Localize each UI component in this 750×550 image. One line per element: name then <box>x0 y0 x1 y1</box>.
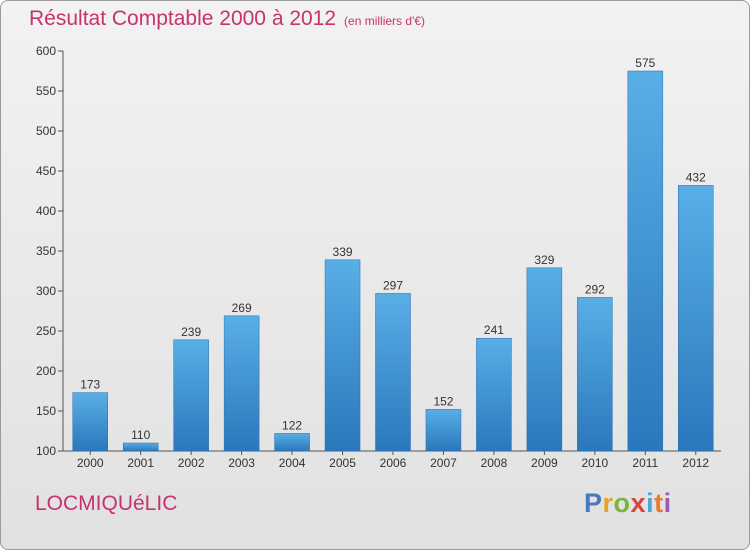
bar <box>223 315 260 452</box>
chart-title-text: Résultat Comptable 2000 à 2012 <box>29 7 337 30</box>
x-tick-label: 2011 <box>632 456 658 470</box>
bar-value-label: 122 <box>282 418 302 432</box>
bar <box>324 259 361 452</box>
chart-title: Résultat Comptable 2000 à 2012 (en millie… <box>29 7 425 31</box>
bar-value-label: 339 <box>333 245 353 259</box>
x-tick-label: 2007 <box>430 456 457 470</box>
bar <box>375 293 411 452</box>
y-tick-label: 300 <box>36 284 56 298</box>
x-tick-label: 2005 <box>329 456 356 470</box>
bar <box>526 267 563 452</box>
bar-value-label: 152 <box>433 394 453 408</box>
bar-value-label: 432 <box>686 170 706 184</box>
x-tick-label: 2006 <box>380 456 407 470</box>
logo-letter: o <box>613 488 631 518</box>
y-tick-label: 200 <box>36 364 56 378</box>
bar-value-label: 241 <box>484 323 504 337</box>
x-tick-label: 2002 <box>178 456 205 470</box>
bar <box>122 442 159 452</box>
y-tick-label: 150 <box>36 404 56 418</box>
y-tick-label: 400 <box>36 204 56 218</box>
bar-value-label: 292 <box>585 282 605 296</box>
y-tick-label: 100 <box>36 444 56 458</box>
logo-letter: r <box>602 488 614 518</box>
y-tick-label: 250 <box>36 324 56 338</box>
bar-value-label: 173 <box>80 378 100 392</box>
x-tick-label: 2012 <box>682 456 709 470</box>
bar <box>72 392 108 452</box>
y-tick-label: 550 <box>36 84 56 98</box>
bar-value-label: 269 <box>232 301 252 315</box>
bar <box>627 70 664 452</box>
logo-letter: x <box>630 488 647 518</box>
bar-value-label: 297 <box>383 278 403 292</box>
commune-name: LOCMIQUéLIC <box>35 492 178 515</box>
x-tick-label: 2001 <box>127 456 154 470</box>
bar-value-label: 239 <box>181 325 201 339</box>
logo-letter: i <box>663 488 672 518</box>
x-tick-label: 2009 <box>531 456 558 470</box>
logo-letter: t <box>654 488 664 518</box>
bar-value-label: 329 <box>534 253 554 267</box>
proxiti-logo[interactable]: Proxiti <box>584 488 672 519</box>
chart-subtitle: (en milliers d'€) <box>344 14 426 28</box>
bar <box>476 337 512 452</box>
bar-value-label: 110 <box>131 428 150 442</box>
x-tick-label: 2010 <box>581 456 608 470</box>
logo-letter: P <box>584 488 603 518</box>
logo-letter: i <box>646 488 655 518</box>
x-tick-label: 2004 <box>279 456 306 470</box>
x-tick-label: 2003 <box>228 456 255 470</box>
bar <box>274 433 310 452</box>
x-tick-label: 2000 <box>77 456 104 470</box>
y-tick-label: 450 <box>36 164 56 178</box>
y-tick-label: 350 <box>36 244 56 258</box>
bar <box>173 339 209 452</box>
y-tick-label: 600 <box>36 44 56 58</box>
bar-value-label: 575 <box>635 56 655 70</box>
y-tick-label: 500 <box>36 124 56 138</box>
bar <box>678 185 714 452</box>
x-tick-label: 2008 <box>481 456 508 470</box>
bar <box>577 297 613 452</box>
bar <box>425 409 462 452</box>
chart-bars <box>72 70 714 452</box>
chart-labels: 173 2000 110 2001 239 2002 269 2003 122 2004 339 20… <box>77 56 710 470</box>
